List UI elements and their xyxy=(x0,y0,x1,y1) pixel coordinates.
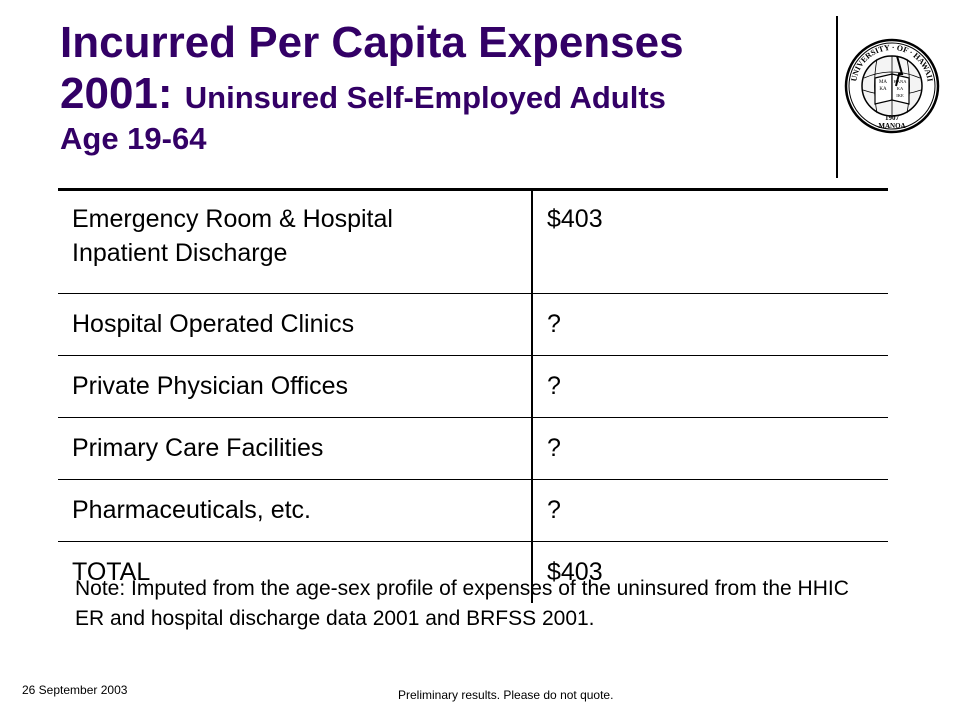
footer-disclaimer: Preliminary results. Please do not quote… xyxy=(398,688,614,702)
row-value: ? xyxy=(532,417,888,480)
row-value: ? xyxy=(532,293,888,356)
seal-bottom-text: MANOA xyxy=(878,122,905,130)
table-row-total: TOTAL $403 xyxy=(58,541,888,603)
row-label: TOTAL xyxy=(58,541,533,603)
seal-book-text-3: HANA xyxy=(894,79,908,84)
header-divider xyxy=(836,16,838,178)
row-value: ? xyxy=(532,479,888,542)
table-row: Pharmaceuticals, etc. ? xyxy=(58,479,888,542)
seal-book-text-1: MA xyxy=(879,80,887,85)
row-label-line: Emergency Room & Hospital xyxy=(72,205,393,233)
row-value: ? xyxy=(532,355,888,418)
table-row: Hospital Operated Clinics ? xyxy=(58,293,888,356)
row-label: Private Physician Offices xyxy=(58,355,533,418)
title-line-3: Age 19-64 xyxy=(60,121,207,157)
table-row: Primary Care Facilities ? xyxy=(58,417,888,480)
row-value: $403 xyxy=(547,558,603,586)
footer-date: 26 September 2003 xyxy=(22,683,128,697)
row-label: Emergency Room & Hospital Inpatient Disc… xyxy=(58,189,533,294)
seal-book-text-4: KA xyxy=(897,86,904,91)
row-value: $403 xyxy=(532,189,888,294)
table-row: Emergency Room & Hospital Inpatient Disc… xyxy=(58,189,888,294)
row-label: Pharmaceuticals, etc. xyxy=(58,479,533,542)
slide-title: Incurred Per Capita Expenses 2001: Unins… xyxy=(60,18,820,157)
footnote: Note: Imputed from the age-sex profile o… xyxy=(75,577,849,631)
title-line-2: 2001: Uninsured Self-Employed Adults xyxy=(60,69,666,118)
row-label-line: Inpatient Discharge xyxy=(72,238,288,267)
seal-book-text-5: IKE xyxy=(896,93,904,98)
table-row: Private Physician Offices ? xyxy=(58,355,888,418)
seal-year: 1907 xyxy=(885,114,900,122)
title-subtitle: Uninsured Self-Employed Adults xyxy=(184,79,666,115)
seal-book-text-2: KA xyxy=(879,87,887,92)
row-label: Hospital Operated Clinics xyxy=(58,293,533,356)
title-year: 2001: xyxy=(60,68,173,118)
title-line-1: Incurred Per Capita Expenses xyxy=(60,18,684,67)
row-label: Primary Care Facilities xyxy=(58,417,533,480)
university-seal-logo: MA KA HANA KA IKE UNIVERSITY · OF · HAWA… xyxy=(844,38,940,134)
expenses-table: Emergency Room & Hospital Inpatient Disc… xyxy=(58,188,888,603)
